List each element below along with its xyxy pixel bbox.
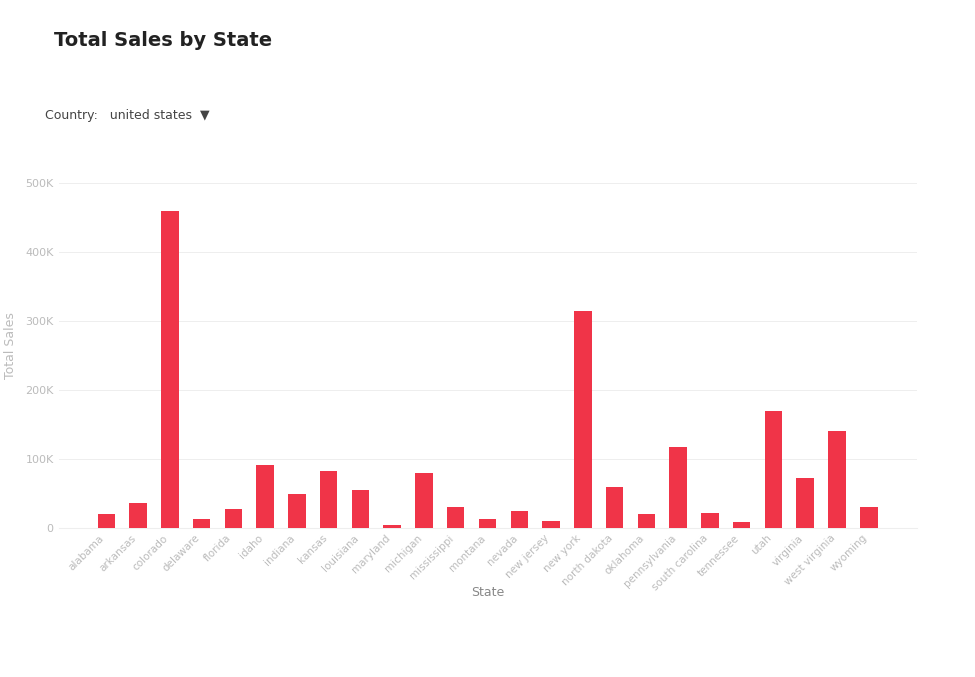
Bar: [701, 513, 719, 528]
Bar: [193, 519, 211, 528]
Bar: [98, 515, 115, 528]
Bar: [828, 431, 845, 528]
Text: State: State: [471, 586, 504, 598]
Bar: [733, 522, 751, 528]
Bar: [574, 311, 592, 528]
Bar: [447, 507, 464, 528]
Bar: [542, 521, 560, 528]
Bar: [320, 471, 337, 528]
Text: Total Sales by State: Total Sales by State: [55, 31, 273, 50]
Bar: [479, 519, 496, 528]
Text: Country:   united states  ▼: Country: united states ▼: [46, 108, 210, 122]
Bar: [511, 511, 528, 528]
Bar: [383, 525, 401, 528]
Bar: [764, 411, 782, 528]
Bar: [161, 211, 178, 528]
Bar: [638, 515, 655, 528]
Bar: [797, 479, 814, 528]
Bar: [224, 508, 242, 528]
Bar: [415, 473, 433, 528]
Y-axis label: Total Sales: Total Sales: [4, 312, 17, 378]
Bar: [130, 503, 147, 528]
Bar: [670, 447, 686, 528]
Bar: [860, 507, 878, 528]
Bar: [352, 490, 370, 528]
Bar: [289, 494, 305, 528]
Bar: [256, 464, 274, 528]
Bar: [605, 487, 623, 528]
